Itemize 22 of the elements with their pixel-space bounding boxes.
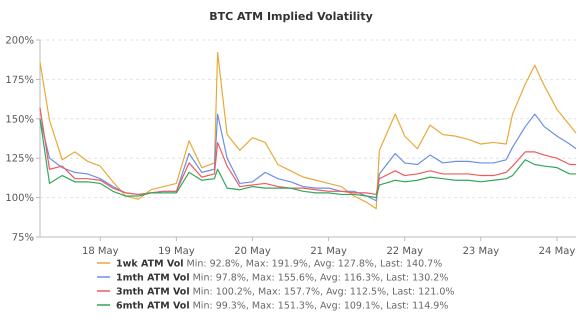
x-tick-label: 21 May xyxy=(310,246,347,257)
text: Min: 92.8%, Max: 191.9%, Avg: 127.8%, Last: 140.7% xyxy=(183,258,442,270)
y-tick-label: 100% xyxy=(5,193,34,204)
x-tick-label: 24 May xyxy=(538,246,576,257)
y-tick-label: 75% xyxy=(12,232,34,244)
y-tick-label: 175% xyxy=(5,74,34,86)
y-tick-label: 125% xyxy=(5,154,34,165)
y-tick-label: 200% xyxy=(5,36,34,46)
legend-label: 1mth ATM Vol xyxy=(116,272,190,284)
legend-label: 3mth ATM Vol xyxy=(116,286,190,298)
x-tick-label: 22 May xyxy=(386,246,424,257)
text: Min: 100.2%, Max: 157.7%, Avg: 112.5%, Last: 121.0% xyxy=(190,286,454,298)
text: Min: 97.8%, Max: 155.6%, Avg: 116.3%, Last: 130.2% xyxy=(190,272,448,284)
text: Min: 99.3%, Max: 151.3%, Avg: 109.1%, Last: 114.9% xyxy=(190,300,448,312)
legend-label: 6mth ATM Vol xyxy=(116,300,190,312)
legend-label: 1wk ATM Vol xyxy=(116,258,184,270)
chart-title: BTC ATM Implied Volatility xyxy=(209,10,373,23)
x-tick-label: 19 May xyxy=(158,246,195,257)
x-tick-label: 20 May xyxy=(234,246,271,257)
x-tick-label: 18 May xyxy=(82,246,119,257)
y-tick-label: 150% xyxy=(5,114,34,126)
x-tick-label: 23 May xyxy=(462,246,500,257)
